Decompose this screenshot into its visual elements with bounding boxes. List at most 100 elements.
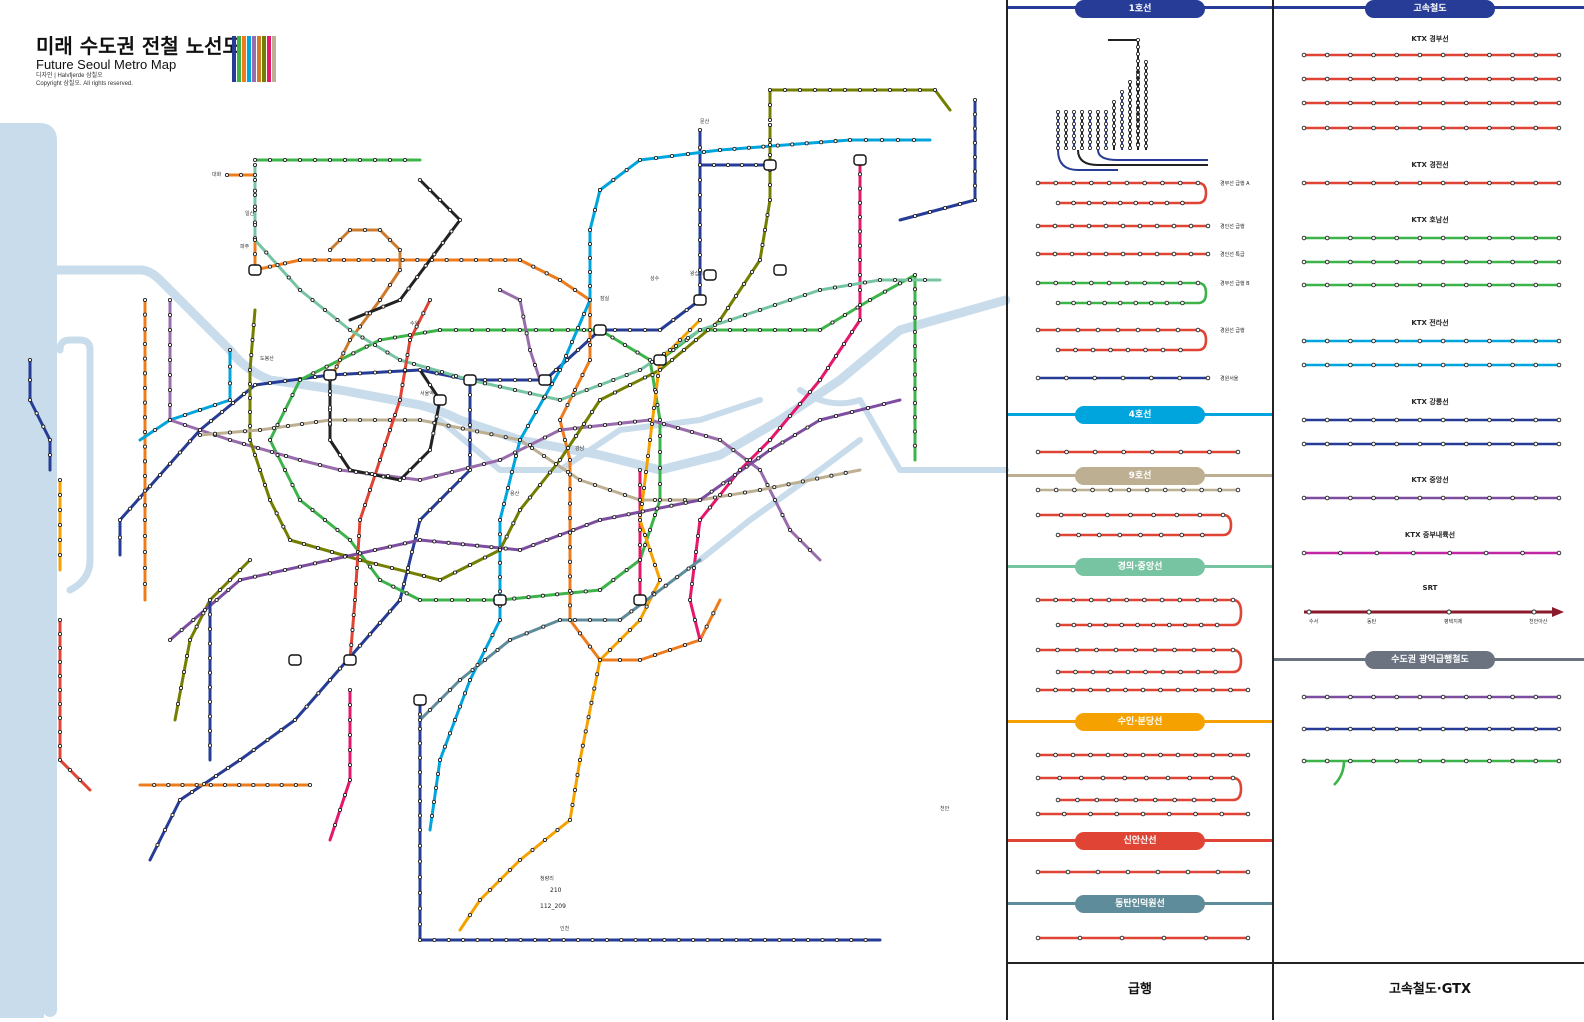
station-marker[interactable] <box>447 487 453 493</box>
station-marker[interactable] <box>817 287 823 293</box>
station-marker[interactable] <box>187 439 193 444</box>
station-marker[interactable] <box>787 297 793 303</box>
station-marker[interactable] <box>565 327 571 333</box>
srt-stop[interactable] <box>1446 609 1452 615</box>
express-stop[interactable] <box>1371 417 1376 423</box>
express-stop[interactable] <box>1104 127 1109 132</box>
station-marker[interactable] <box>753 162 759 168</box>
station-marker[interactable] <box>757 257 763 263</box>
section-pill[interactable]: 1호선 <box>1075 0 1205 18</box>
station-marker[interactable] <box>772 327 778 333</box>
station-marker[interactable] <box>432 252 437 257</box>
station-marker[interactable] <box>327 157 333 163</box>
express-stop[interactable] <box>1104 110 1109 115</box>
express-stop[interactable] <box>1178 449 1184 455</box>
station-marker[interactable] <box>517 257 523 263</box>
station-marker[interactable] <box>447 731 453 736</box>
station-marker[interactable] <box>415 257 420 263</box>
express-stop[interactable] <box>1533 495 1539 501</box>
station-marker[interactable] <box>879 137 885 143</box>
station-marker[interactable] <box>487 887 493 893</box>
express-stop[interactable] <box>1096 133 1101 138</box>
express-stop[interactable] <box>1128 127 1133 132</box>
station-marker[interactable] <box>167 387 173 393</box>
express-stop[interactable] <box>1072 127 1077 132</box>
station-marker[interactable] <box>467 912 473 918</box>
station-marker[interactable] <box>647 527 653 533</box>
station-marker[interactable] <box>692 617 698 623</box>
express-stop[interactable] <box>1440 758 1446 764</box>
transfer-station[interactable] <box>538 374 552 386</box>
station-marker[interactable] <box>372 370 378 375</box>
station-marker[interactable] <box>707 505 713 510</box>
station-marker[interactable] <box>817 417 823 423</box>
station-marker[interactable] <box>342 372 348 377</box>
station-marker[interactable] <box>567 457 573 463</box>
station-marker[interactable] <box>473 257 479 263</box>
station-marker[interactable] <box>671 347 676 353</box>
station-marker[interactable] <box>689 581 695 587</box>
station-marker[interactable] <box>409 549 415 555</box>
express-stop[interactable] <box>1510 362 1515 368</box>
station-marker[interactable] <box>744 457 749 463</box>
express-stop[interactable] <box>1128 133 1133 138</box>
express-stop[interactable] <box>1140 811 1146 817</box>
station-marker[interactable] <box>637 482 643 488</box>
station-marker[interactable] <box>571 527 576 533</box>
station-marker[interactable] <box>304 704 309 709</box>
express-stop[interactable] <box>1071 622 1077 628</box>
station-marker[interactable] <box>207 641 213 646</box>
station-marker[interactable] <box>67 767 73 773</box>
station-marker[interactable] <box>350 627 355 633</box>
station-marker[interactable] <box>863 937 868 943</box>
station-marker[interactable] <box>650 372 655 378</box>
station-marker[interactable] <box>364 471 369 476</box>
express-stop[interactable] <box>1510 180 1515 186</box>
station-marker[interactable] <box>157 472 163 478</box>
station-marker[interactable] <box>611 177 616 183</box>
station-marker[interactable] <box>497 589 503 594</box>
express-stop[interactable] <box>1464 125 1469 131</box>
station-marker[interactable] <box>817 377 823 383</box>
station-marker[interactable] <box>727 327 733 333</box>
express-stop[interactable] <box>1135 73 1140 78</box>
station-marker[interactable] <box>417 177 423 183</box>
express-stop[interactable] <box>1533 235 1539 241</box>
station-marker[interactable] <box>787 327 793 333</box>
station-marker[interactable] <box>547 470 553 475</box>
station-marker[interactable] <box>417 712 423 717</box>
express-stop[interactable] <box>1188 223 1194 229</box>
express-stop[interactable] <box>1417 362 1423 368</box>
express-stop[interactable] <box>1087 622 1093 628</box>
express-stop[interactable] <box>1556 52 1562 58</box>
station-marker[interactable] <box>267 571 273 576</box>
station-marker[interactable] <box>542 394 548 399</box>
station-marker[interactable] <box>767 197 773 203</box>
express-stop[interactable] <box>1135 135 1140 140</box>
express-stop[interactable] <box>1154 223 1160 229</box>
station-marker[interactable] <box>367 311 373 316</box>
station-marker[interactable] <box>892 277 898 283</box>
station-marker[interactable] <box>972 140 978 145</box>
station-marker[interactable] <box>587 327 593 333</box>
station-marker[interactable] <box>467 677 473 683</box>
transfer-station[interactable] <box>323 369 337 381</box>
station-marker[interactable] <box>587 342 593 348</box>
express-stop[interactable] <box>1556 417 1562 423</box>
station-marker[interactable] <box>27 397 33 403</box>
station-marker[interactable] <box>503 546 508 551</box>
express-stop[interactable] <box>1178 669 1183 675</box>
station-marker[interactable] <box>347 747 353 753</box>
express-stop[interactable] <box>1125 347 1131 353</box>
express-stop[interactable] <box>1324 235 1330 241</box>
express-stop[interactable] <box>1052 223 1058 229</box>
station-marker[interactable] <box>592 207 598 213</box>
express-stop[interactable] <box>1324 726 1330 732</box>
express-stop[interactable] <box>1209 775 1214 781</box>
station-marker[interactable] <box>372 547 378 553</box>
express-stop[interactable] <box>1119 622 1124 628</box>
station-marker[interactable] <box>857 215 863 220</box>
station-marker[interactable] <box>912 344 918 349</box>
express-stop[interactable] <box>1103 622 1108 628</box>
station-marker[interactable] <box>533 327 539 333</box>
